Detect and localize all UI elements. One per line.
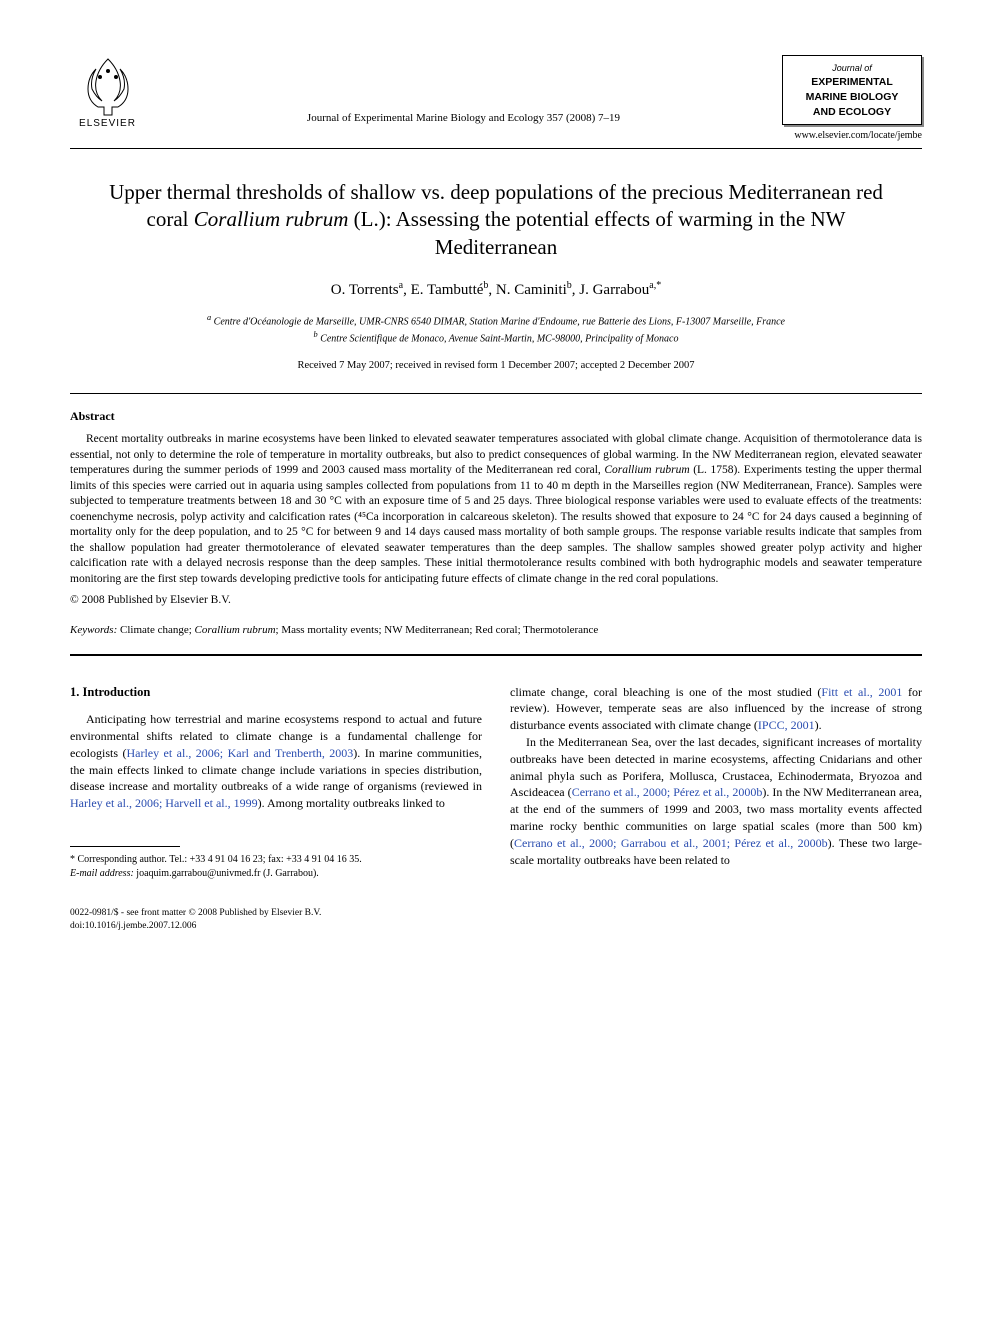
author-1: O. Torrentsa — [331, 282, 403, 298]
journal-title-line2: MARINE BIOLOGY — [791, 91, 913, 104]
keywords: Keywords: Climate change; Corallium rubr… — [70, 623, 922, 638]
header-rule — [70, 148, 922, 149]
publisher-logo: ELSEVIER — [70, 55, 145, 140]
citation-link[interactable]: Harley et al., 2006; Karl and Trenberth,… — [126, 746, 353, 760]
journal-box-wrapper: Journal of EXPERIMENTAL MARINE BIOLOGY A… — [782, 55, 922, 142]
authors-line: O. Torrentsa, E. Tambuttéb, N. Caminitib… — [70, 279, 922, 300]
citation-link[interactable]: Cerrano et al., 2000; Garrabou et al., 2… — [514, 836, 828, 850]
publisher-name: ELSEVIER — [79, 117, 136, 131]
email-suffix: (J. Garrabou). — [260, 868, 318, 879]
journal-title-line1: EXPERIMENTAL — [791, 76, 913, 89]
journal-url: www.elsevier.com/locate/jembe — [782, 129, 922, 143]
title-text-post: (L.): Assessing the potential effects of… — [348, 207, 845, 258]
journal-reference: Journal of Experimental Marine Biology a… — [145, 55, 782, 126]
elsevier-tree-icon — [78, 55, 138, 117]
title-species: Corallium rubrum — [194, 207, 349, 231]
email-line: E-mail address: joaquim.garrabou@univmed… — [70, 867, 482, 881]
abstract-copyright: © 2008 Published by Elsevier B.V. — [70, 593, 922, 609]
body-columns: 1. Introduction Anticipating how terrest… — [70, 684, 922, 933]
citation-link[interactable]: IPCC, 2001 — [758, 718, 815, 732]
abstract-text-post: (L. 1758). Experiments testing the upper… — [70, 464, 922, 585]
right-paragraph-2: In the Mediterranean Sea, over the last … — [510, 734, 922, 868]
doi-block: 0022-0981/$ - see front matter © 2008 Pu… — [70, 907, 482, 933]
journal-title-box: Journal of EXPERIMENTAL MARINE BIOLOGY A… — [782, 55, 922, 125]
citation-link[interactable]: Harley et al., 2006; Harvell et al., 199… — [70, 796, 258, 810]
header-row: ELSEVIER Journal of Experimental Marine … — [70, 55, 922, 142]
intro-text-3: ). Among mortality outbreaks linked to — [258, 796, 445, 810]
abstract-body: Recent mortality outbreaks in marine eco… — [70, 432, 922, 587]
doi-line: doi:10.1016/j.jembe.2007.12.006 — [70, 920, 482, 933]
affiliation-a: a Centre d'Océanologie de Marseille, UMR… — [70, 312, 922, 329]
r1-text-1: climate change, coral bleaching is one o… — [510, 685, 821, 699]
keywords-species: Corallium rubrum — [195, 624, 276, 636]
citation-link[interactable]: Cerrano et al., 2000; Pérez et al., 2000… — [572, 785, 763, 799]
author-3: N. Caminitib — [496, 282, 572, 298]
abstract-bottom-rule — [70, 654, 922, 656]
right-column: climate change, coral bleaching is one o… — [510, 684, 922, 933]
affiliations: a Centre d'Océanologie de Marseille, UMR… — [70, 312, 922, 347]
author-2: E. Tambuttéb — [411, 282, 489, 298]
intro-paragraph-1: Anticipating how terrestrial and marine … — [70, 711, 482, 812]
keywords-label: Keywords: — [70, 624, 117, 636]
corresponding-line: * Corresponding author. Tel.: +33 4 91 0… — [70, 853, 482, 867]
citation-link[interactable]: Fitt et al., 2001 — [821, 685, 902, 699]
section-heading: 1. Introduction — [70, 684, 482, 702]
email-label: E-mail address: — [70, 868, 134, 879]
abstract-top-rule — [70, 393, 922, 394]
right-paragraph-1: climate change, coral bleaching is one o… — [510, 684, 922, 734]
footnote-rule — [70, 846, 180, 847]
abstract-species: Corallium rubrum — [604, 464, 689, 476]
article-title: Upper thermal thresholds of shallow vs. … — [100, 179, 892, 261]
keywords-pre: Climate change; — [117, 624, 194, 636]
r1-text-3: ). — [815, 718, 822, 732]
left-column: 1. Introduction Anticipating how terrest… — [70, 684, 482, 933]
email-address: joaquim.garrabou@univmed.fr — [134, 868, 261, 879]
article-dates: Received 7 May 2007; received in revised… — [70, 359, 922, 373]
corresponding-footnote: * Corresponding author. Tel.: +33 4 91 0… — [70, 853, 482, 881]
journal-prefix: Journal of — [791, 62, 913, 74]
journal-title-line3: AND ECOLOGY — [791, 106, 913, 119]
front-matter-line: 0022-0981/$ - see front matter © 2008 Pu… — [70, 907, 482, 920]
abstract-heading: Abstract — [70, 408, 922, 424]
author-4: J. Garraboua,* — [579, 282, 661, 298]
keywords-post: ; Mass mortality events; NW Mediterranea… — [276, 624, 599, 636]
affiliation-b: b Centre Scientifique de Monaco, Avenue … — [70, 329, 922, 346]
